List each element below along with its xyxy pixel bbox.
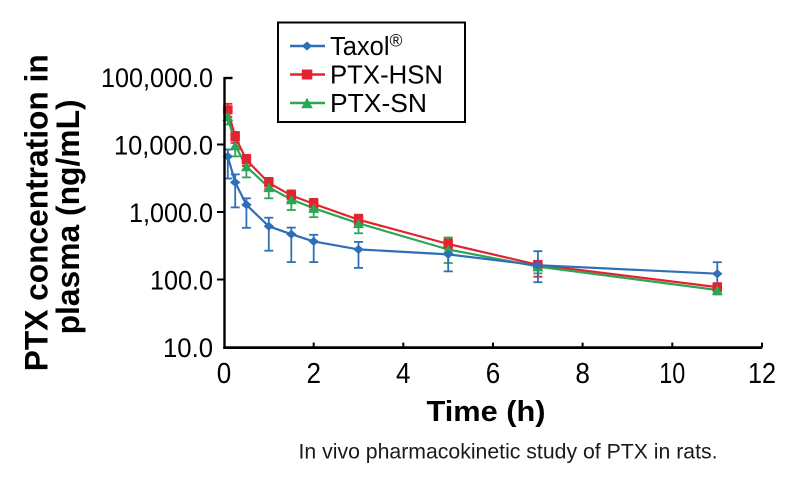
svg-text:2: 2 <box>306 358 321 390</box>
svg-text:1,000.0: 1,000.0 <box>129 198 213 228</box>
svg-text:4: 4 <box>396 358 411 390</box>
svg-text:Time (h): Time (h) <box>427 396 546 428</box>
svg-text:100,000.0: 100,000.0 <box>101 63 213 93</box>
svg-text:8: 8 <box>575 358 590 390</box>
svg-text:100.0: 100.0 <box>150 265 213 295</box>
svg-text:10,000.0: 10,000.0 <box>114 130 213 160</box>
svg-text:12: 12 <box>748 358 776 390</box>
svg-text:PTX concentration in: PTX concentration in <box>19 54 55 371</box>
svg-text:plasma (ng/mL): plasma (ng/mL) <box>50 99 86 334</box>
svg-text:PTX-SN: PTX-SN <box>330 90 427 118</box>
svg-text:10: 10 <box>659 358 685 390</box>
svg-text:6: 6 <box>486 358 501 390</box>
svg-text:0: 0 <box>217 358 232 390</box>
svg-text:10.0: 10.0 <box>163 333 213 363</box>
svg-text:In vivo pharmacokinetic study: In vivo pharmacokinetic study of PTX in … <box>299 441 718 464</box>
svg-text:PTX-HSN: PTX-HSN <box>330 62 443 90</box>
